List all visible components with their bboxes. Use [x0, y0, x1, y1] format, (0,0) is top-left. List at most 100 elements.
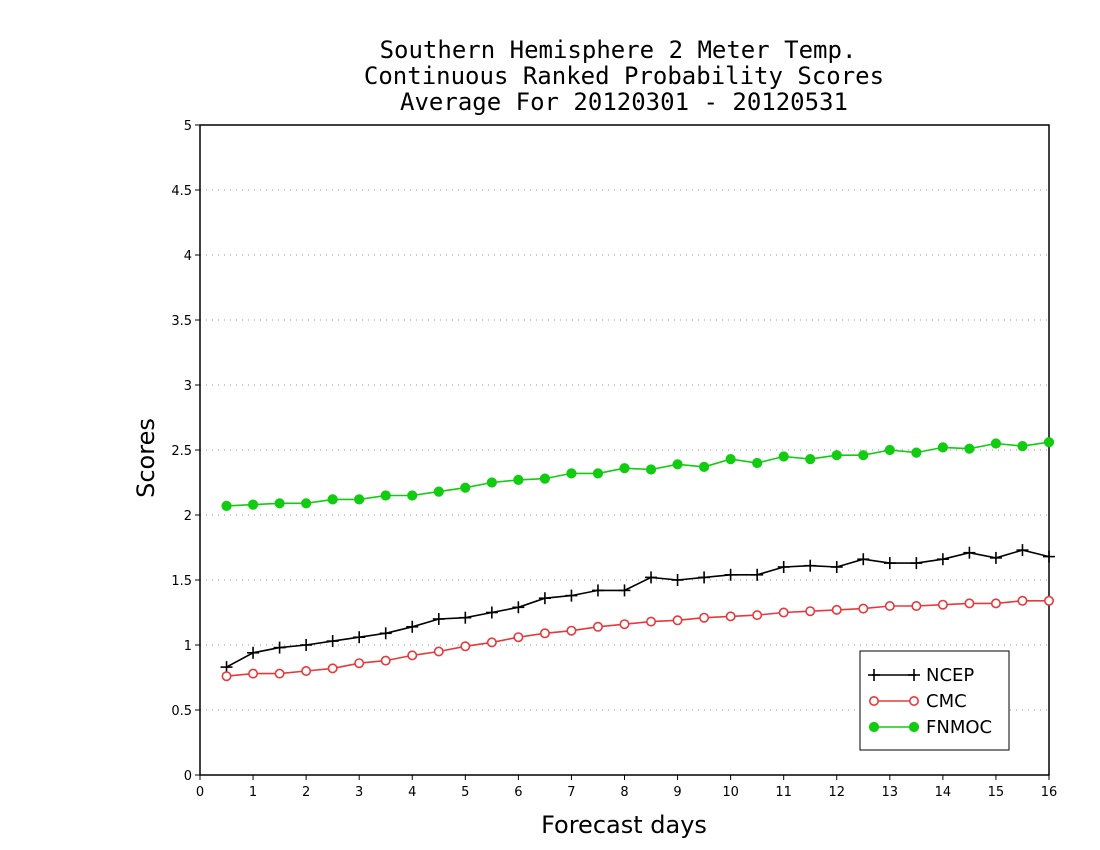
data-point-cmc	[433, 646, 444, 657]
data-point-ncep	[618, 584, 631, 597]
y-tick-label: 1.5	[171, 574, 192, 589]
data-point-fnmoc	[433, 486, 444, 497]
data-point-cmc	[646, 616, 657, 627]
x-tick-label: 16	[1041, 785, 1058, 800]
series-line-ncep	[226, 549, 1050, 668]
data-point-ncep	[963, 546, 976, 559]
y-tick-label: 4	[184, 249, 192, 264]
data-point-cmc	[858, 603, 869, 614]
data-point-cmc	[672, 615, 683, 626]
legend-item-fnmoc: FNMOC	[868, 717, 992, 738]
data-point-cmc	[380, 655, 391, 666]
data-point-ncep	[432, 613, 445, 625]
data-point-ncep	[910, 557, 923, 570]
data-point-fnmoc	[301, 498, 312, 509]
gridlines	[200, 189, 1049, 711]
data-point-fnmoc	[805, 454, 816, 465]
x-tick-label: 7	[567, 785, 575, 800]
data-point-fnmoc	[380, 490, 391, 501]
data-point-ncep	[220, 661, 233, 674]
x-axis-ticks: 0 1 2 3 4 5 6 7 8 9 10 11 12 13 14 15 16	[196, 775, 1057, 800]
data-point-ncep	[989, 551, 1002, 564]
data-point-fnmoc	[1017, 441, 1028, 452]
data-point-cmc	[274, 668, 285, 679]
chart-title: Southern Hemisphere 2 Meter Temp. Contin…	[364, 36, 884, 116]
data-point-cmc	[1044, 595, 1055, 606]
x-tick-label: 12	[828, 785, 845, 800]
data-point-cmc	[221, 671, 232, 682]
data-point-ncep	[724, 568, 737, 581]
data-point-fnmoc	[539, 473, 551, 484]
x-axis-label: Forecast days	[541, 811, 707, 839]
chart-title-line-3: Average For 20120301 - 20120531	[400, 88, 848, 116]
legend-label-ncep: NCEP	[926, 665, 974, 686]
data-point-ncep	[565, 589, 578, 602]
data-point-fnmoc	[831, 450, 842, 461]
x-tick-label: 14	[935, 785, 952, 800]
data-point-cmc	[778, 607, 789, 618]
x-tick-label: 6	[514, 785, 522, 800]
data-point-fnmoc	[752, 457, 763, 469]
data-point-fnmoc	[274, 498, 285, 509]
data-point-ncep	[512, 601, 525, 614]
data-point-fnmoc	[486, 477, 497, 488]
series-fnmoc	[221, 437, 1055, 511]
legend: NCEP CMC FNMOC	[859, 650, 1010, 751]
data-point-cmc	[964, 598, 975, 609]
data-point-fnmoc	[1043, 437, 1055, 448]
data-point-ncep	[1016, 544, 1029, 557]
y-tick-label: 0.5	[171, 704, 192, 719]
data-point-cmc	[539, 628, 550, 639]
legend-label-cmc: CMC	[926, 691, 967, 712]
data-point-cmc	[884, 600, 895, 611]
legend-marker-ncep	[868, 669, 880, 681]
data-point-cmc	[990, 598, 1001, 609]
data-point-fnmoc	[645, 464, 657, 475]
y-axis-ticks: 0 0.5 1 1.5 2 2.5 3 3.5 4 4.5 5	[171, 119, 200, 784]
x-tick-label: 3	[355, 785, 363, 800]
x-tick-label: 15	[988, 785, 1005, 800]
data-point-cmc	[1017, 595, 1028, 606]
data-point-fnmoc	[937, 442, 948, 453]
legend-marker-cmc	[908, 695, 919, 706]
y-tick-label: 1	[184, 639, 192, 654]
data-point-ncep	[300, 639, 313, 651]
data-point-ncep	[804, 559, 817, 572]
data-point-fnmoc	[327, 494, 338, 505]
data-point-cmc	[460, 641, 471, 652]
data-point-ncep	[645, 571, 658, 584]
data-point-ncep	[936, 553, 949, 566]
data-point-cmc	[937, 599, 948, 610]
x-tick-label: 2	[302, 785, 310, 800]
data-point-fnmoc	[911, 447, 922, 458]
data-point-fnmoc	[858, 450, 869, 461]
data-point-fnmoc	[221, 500, 232, 511]
data-point-ncep	[406, 620, 419, 633]
data-point-ncep	[857, 553, 870, 566]
data-point-fnmoc	[592, 468, 604, 479]
chart-title-line-2: Continuous Ranked Probability Scores	[364, 62, 884, 90]
y-tick-label: 0	[184, 769, 192, 784]
series-cmc	[221, 595, 1055, 682]
x-tick-label: 0	[196, 785, 204, 800]
data-point-cmc	[566, 625, 577, 636]
legend-marker-ncep	[908, 669, 920, 681]
y-axis-label: Scores	[132, 418, 160, 498]
legend-marker-fnmoc	[908, 721, 920, 733]
data-point-cmc	[725, 611, 736, 622]
x-tick-label: 5	[461, 785, 469, 800]
data-point-ncep	[379, 627, 392, 640]
data-point-ncep	[591, 584, 604, 597]
data-point-cmc	[699, 612, 710, 623]
data-point-ncep	[273, 641, 286, 654]
x-tick-label: 11	[775, 785, 792, 800]
data-point-fnmoc	[247, 499, 259, 510]
data-point-fnmoc	[672, 459, 683, 470]
x-tick-label: 13	[882, 785, 899, 800]
y-tick-label: 2	[184, 509, 192, 524]
data-point-fnmoc	[725, 454, 736, 465]
data-point-fnmoc	[884, 444, 895, 456]
series-line-fnmoc	[226, 441, 1050, 507]
x-tick-label: 10	[722, 785, 739, 800]
data-point-ncep	[485, 606, 498, 619]
